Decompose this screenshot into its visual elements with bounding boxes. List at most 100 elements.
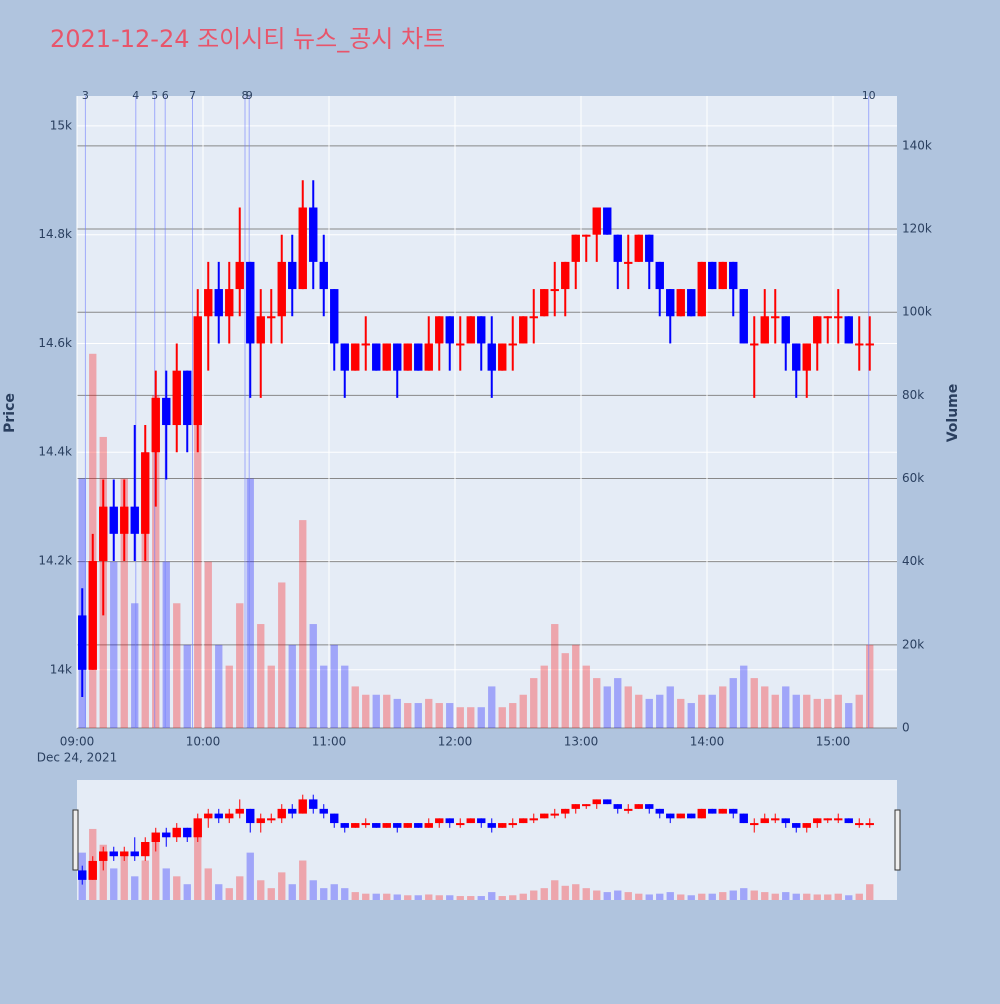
mini-candle-body bbox=[592, 799, 601, 805]
mini-volume-bar bbox=[152, 836, 160, 900]
mini-volume-bar bbox=[341, 888, 349, 900]
candle-body bbox=[666, 289, 675, 317]
mini-volume-bar bbox=[393, 894, 401, 900]
range-handle[interactable] bbox=[894, 809, 901, 871]
candle-body bbox=[361, 343, 370, 346]
range-slider[interactable] bbox=[77, 780, 897, 900]
volume-bar bbox=[824, 698, 832, 728]
volume-bar bbox=[120, 478, 128, 728]
mini-volume-bar bbox=[257, 880, 265, 900]
volume-bar bbox=[866, 644, 874, 728]
mini-candle-body bbox=[361, 823, 370, 826]
mini-candle-body bbox=[571, 804, 580, 809]
candle-body bbox=[561, 261, 570, 290]
y-tick-label: 15k bbox=[50, 118, 72, 132]
mini-volume-bar bbox=[278, 872, 286, 900]
mini-candle-body bbox=[498, 823, 507, 828]
range-handle[interactable] bbox=[72, 809, 79, 871]
mini-candle-body bbox=[435, 818, 444, 824]
y-tick-label: 14.4k bbox=[38, 445, 72, 459]
volume-bar bbox=[750, 678, 758, 728]
volume-bar bbox=[540, 665, 548, 728]
volume-bar bbox=[803, 694, 811, 728]
volume-bar bbox=[519, 694, 527, 728]
candle-body bbox=[487, 343, 496, 371]
mini-candle-body bbox=[414, 823, 423, 828]
mini-candle-body bbox=[697, 808, 706, 819]
candle-body bbox=[246, 261, 255, 344]
mini-volume-bar bbox=[330, 884, 338, 900]
mini-candle-body bbox=[834, 818, 843, 821]
candle-body bbox=[655, 261, 664, 290]
volume-bar bbox=[446, 703, 454, 728]
mini-volume-bar bbox=[656, 893, 664, 900]
candle-body bbox=[267, 316, 276, 319]
volume-bar bbox=[267, 665, 275, 728]
mini-volume-bar bbox=[225, 888, 233, 900]
candle-body bbox=[330, 289, 339, 344]
mini-volume-bar bbox=[635, 893, 643, 900]
mini-candle-body bbox=[309, 799, 318, 809]
volume-bar bbox=[372, 694, 380, 728]
mini-volume-bar bbox=[866, 884, 874, 900]
candle-body bbox=[298, 207, 307, 290]
mini-volume-bar bbox=[719, 892, 727, 900]
candle-body bbox=[592, 207, 601, 235]
mini-volume-bar bbox=[771, 893, 779, 900]
mini-volume-bar bbox=[246, 852, 254, 900]
volume-bar bbox=[719, 686, 727, 728]
mini-candle-body bbox=[508, 823, 517, 826]
candle-body bbox=[519, 316, 528, 344]
mini-volume-bar bbox=[435, 895, 443, 900]
mini-candle-body bbox=[298, 799, 307, 814]
mini-volume-bar bbox=[761, 892, 769, 900]
candle-body bbox=[141, 452, 150, 534]
candle-body bbox=[351, 343, 360, 371]
candle-body bbox=[540, 289, 549, 317]
mini-candle-body bbox=[246, 808, 255, 824]
volume-bar bbox=[561, 653, 569, 728]
candle-body bbox=[792, 343, 801, 371]
candle-body bbox=[172, 370, 181, 426]
candle-body bbox=[288, 261, 297, 290]
mini-candle-body bbox=[267, 818, 276, 821]
candle-body bbox=[624, 261, 633, 264]
x-tick-label: 13:00 bbox=[564, 735, 599, 749]
candle-body bbox=[435, 316, 444, 344]
mini-candle-body bbox=[424, 823, 433, 828]
y2-tick-label: 80k bbox=[902, 388, 924, 402]
volume-bar bbox=[761, 686, 769, 728]
candle-body bbox=[340, 343, 349, 371]
mini-candle-body bbox=[676, 813, 685, 819]
mini-candle-body bbox=[372, 823, 381, 828]
volume-bar bbox=[351, 686, 359, 728]
y2-tick-label: 140k bbox=[902, 138, 932, 152]
volume-bar bbox=[425, 698, 433, 728]
volume-bar bbox=[792, 694, 800, 728]
candle-body bbox=[445, 316, 454, 344]
mini-candle-body bbox=[634, 804, 643, 809]
volume-bar bbox=[173, 603, 181, 728]
candle-body bbox=[508, 343, 517, 346]
chart-title: 2021-12-24 조이시티 뉴스_공시 차트 bbox=[50, 25, 445, 53]
mini-volume-bar bbox=[677, 894, 685, 900]
mini-candle-body bbox=[330, 813, 339, 824]
candle-body bbox=[162, 397, 171, 426]
candle-body bbox=[130, 506, 139, 534]
volume-bar bbox=[320, 665, 328, 728]
candle-body bbox=[687, 289, 696, 317]
mini-volume-bar bbox=[855, 893, 863, 900]
candle-body bbox=[697, 261, 706, 317]
volume-bar bbox=[582, 665, 590, 728]
candle-body bbox=[813, 316, 822, 344]
mini-candle-body bbox=[403, 823, 412, 828]
candle-body bbox=[855, 343, 864, 346]
candle-body bbox=[645, 234, 654, 262]
volume-bar bbox=[477, 707, 485, 728]
mini-volume-bar bbox=[509, 895, 517, 900]
mini-volume-bar bbox=[645, 894, 653, 900]
news-label: 3 bbox=[82, 89, 89, 102]
candle-body bbox=[718, 261, 727, 290]
volume-bar bbox=[614, 678, 622, 728]
